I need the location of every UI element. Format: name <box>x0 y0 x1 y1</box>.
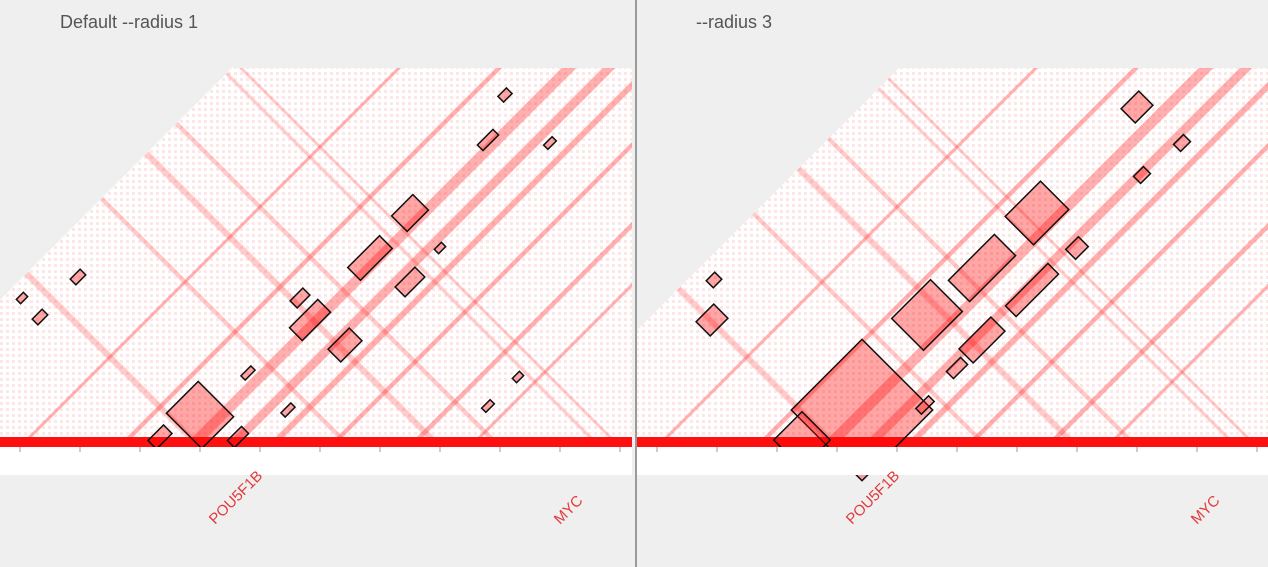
heatmap <box>637 68 1268 447</box>
loop-box <box>542 135 558 151</box>
loop-box <box>947 233 1017 303</box>
stripe <box>186 68 614 447</box>
loop-box <box>226 425 250 449</box>
stripe <box>904 68 1268 447</box>
axis-band <box>0 447 632 475</box>
axis-band <box>637 447 1268 475</box>
stripe <box>755 68 1179 447</box>
loop-box <box>480 398 496 414</box>
loop-box <box>15 291 29 305</box>
loop-box <box>394 266 426 298</box>
loop-box <box>695 303 729 337</box>
loop-box <box>957 315 1007 365</box>
loop-box <box>705 271 723 289</box>
loop-box <box>390 193 430 233</box>
loop-box <box>165 380 235 450</box>
gene-label: MYC <box>551 492 587 528</box>
loop-box <box>31 308 49 326</box>
gene-label: MYC <box>1188 492 1224 528</box>
panel-title: --radius 3 <box>696 12 772 32</box>
loop-box <box>289 287 311 309</box>
stripe <box>18 68 442 447</box>
stripe <box>1105 68 1268 447</box>
stripe <box>198 68 622 447</box>
stripe <box>655 68 1079 447</box>
loop-box <box>1120 90 1154 124</box>
loop-box <box>346 234 394 282</box>
stripe <box>1045 68 1268 447</box>
stripe <box>226 68 632 447</box>
loop-box <box>69 268 87 286</box>
stripe <box>468 68 632 447</box>
stripe <box>965 68 1268 447</box>
heatmap <box>0 68 632 447</box>
stripe <box>0 68 203 447</box>
stripe <box>328 68 632 447</box>
stripe <box>823 68 1251 447</box>
loop-box <box>1172 133 1192 153</box>
stripe <box>118 68 542 447</box>
loop-box <box>914 394 936 416</box>
stripe <box>637 68 989 447</box>
loop-box <box>945 356 969 380</box>
stripe <box>835 68 1259 447</box>
stripe <box>815 68 1239 447</box>
loop-box <box>476 128 500 152</box>
loop-box <box>890 278 964 352</box>
stripe <box>267 68 632 447</box>
loop-box <box>279 401 297 419</box>
stripe <box>408 68 632 447</box>
gene-label: POU5F1B <box>206 467 266 527</box>
loop-box <box>1132 165 1152 185</box>
loop-box <box>790 338 934 482</box>
panel-title: Default --radius 1 <box>60 12 198 32</box>
loop-box <box>326 326 364 364</box>
gene-label: POU5F1B <box>843 467 903 527</box>
diagonal <box>637 437 1268 447</box>
loop-box <box>496 86 514 104</box>
loop-box <box>288 298 332 342</box>
loop-box <box>146 423 174 451</box>
stripe <box>863 68 1268 447</box>
loop-box <box>1064 235 1090 261</box>
loop-box <box>1004 180 1070 246</box>
loop-box <box>239 364 257 382</box>
stripe <box>178 68 602 447</box>
loop-box <box>1004 262 1060 318</box>
loop-box <box>511 370 525 384</box>
stripe <box>0 68 352 447</box>
stripe <box>637 68 840 447</box>
loop-box <box>433 241 447 255</box>
diagonal <box>0 437 632 447</box>
